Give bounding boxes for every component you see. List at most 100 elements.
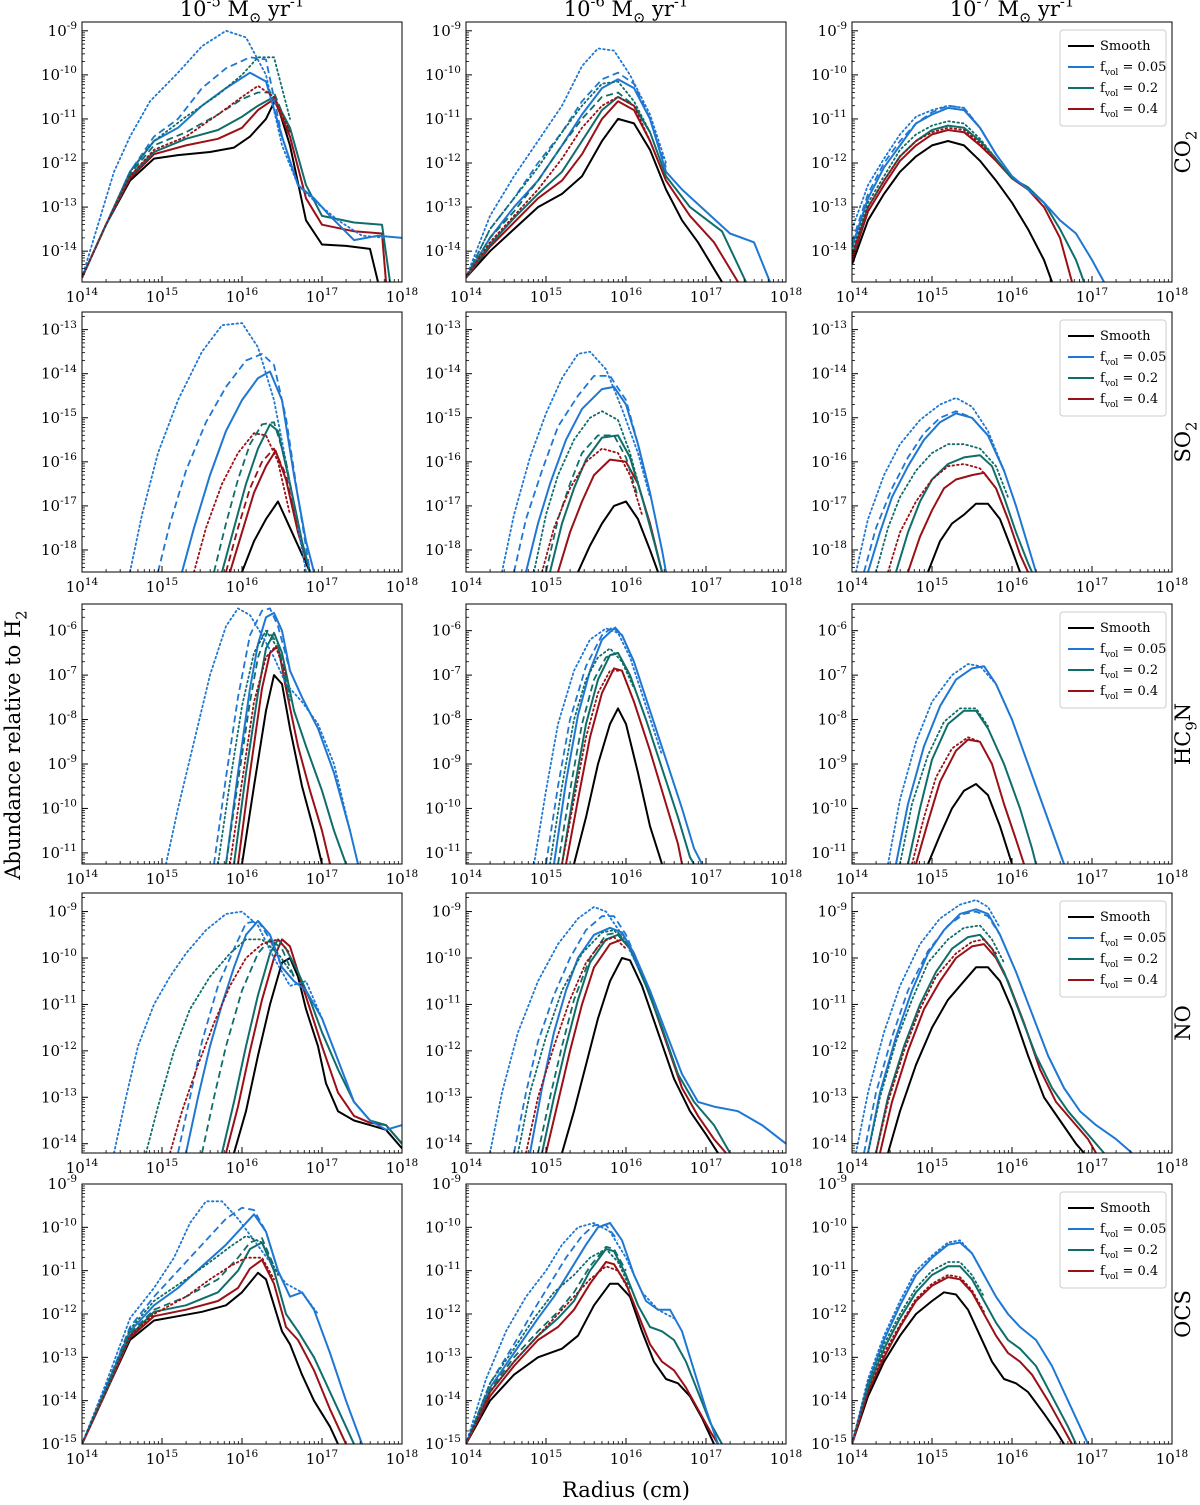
series-line — [855, 899, 1001, 1153]
y-tick-label: 10-7 — [432, 664, 461, 684]
series-line — [545, 625, 635, 864]
series-line — [577, 500, 659, 572]
x-tick-label: 1015 — [146, 1157, 178, 1177]
y-tick-label: 10-9 — [818, 20, 847, 40]
x-tick-label: 1015 — [916, 1448, 948, 1468]
series-line — [533, 627, 663, 864]
series-line — [852, 1274, 985, 1444]
y-tick-label: 10-11 — [41, 108, 77, 128]
x-tick-label: 1017 — [690, 286, 722, 306]
x-tick-label: 1016 — [226, 1448, 259, 1468]
y-tick-label: 10-17 — [41, 495, 77, 515]
y-tick-label: 10-11 — [41, 994, 77, 1014]
x-tick-label: 1016 — [610, 1157, 643, 1177]
x-tick-label: 1017 — [306, 1448, 338, 1468]
x-tick-label: 1014 — [66, 286, 99, 306]
series-line — [561, 669, 635, 864]
series-group — [852, 104, 1105, 282]
x-tick-label: 1016 — [996, 868, 1029, 888]
y-tick-label: 10-11 — [811, 994, 847, 1014]
series-line — [927, 502, 1021, 572]
y-tick-label: 10-14 — [41, 240, 77, 260]
series-line — [82, 1258, 347, 1444]
y-tick-label: 10-15 — [41, 407, 77, 427]
x-tick-label: 1017 — [690, 868, 722, 888]
series-line — [466, 117, 723, 282]
y-tick-label: 10-11 — [425, 108, 461, 128]
legend-label: fvol = 0.05 — [1100, 60, 1166, 78]
x-tick-label: 1015 — [530, 1448, 562, 1468]
panel-2-1: 1014 1015 1016 1017 1018 10-6 10-7 10-8 10-9 10-1… — [425, 603, 802, 888]
y-tick-label: 10-12 — [41, 1303, 77, 1323]
x-tick-label: 1014 — [836, 868, 869, 888]
y-tick-label: 10-15 — [41, 1433, 77, 1453]
series-line — [213, 607, 291, 864]
y-tick-label: 10-13 — [811, 319, 847, 339]
row-label: CO2 — [1171, 131, 1200, 174]
y-tick-label: 10-13 — [425, 196, 461, 216]
series-line — [466, 100, 739, 282]
series-line — [82, 98, 379, 282]
x-axis-title: Radius (cm) — [562, 1478, 690, 1502]
legend: Smooth fvol = 0.05 fvol = 0.2 fvol = 0.4 — [1059, 29, 1167, 127]
x-tick-label: 1016 — [226, 576, 259, 596]
y-tick-label: 10-18 — [41, 539, 77, 559]
legend-label: fvol = 0.05 — [1100, 931, 1166, 949]
x-tick-label: 1018 — [770, 868, 802, 888]
legend-label: fvol = 0.2 — [1100, 1243, 1158, 1261]
y-tick-label: 10-14 — [41, 1390, 77, 1410]
x-tick-label: 1016 — [610, 286, 643, 306]
series-line — [852, 1276, 1073, 1444]
series-line — [229, 645, 287, 864]
column-title: 10-6 M⊙ yr-1 — [564, 0, 688, 26]
series-group — [489, 906, 786, 1153]
legend: Smooth fvol = 0.05 fvol = 0.2 fvol = 0.4 — [1059, 611, 1167, 709]
series-line — [852, 140, 1053, 282]
series-line — [169, 938, 291, 1153]
panel-3-1: 1014 1015 1016 1017 1018 10-9 10-10 10-11 10-12 1… — [425, 892, 802, 1177]
panel-3-2: 1014 1015 1016 1017 1018 10-9 10-10 10-11 10-12 1… — [811, 892, 1188, 1177]
y-tick-label: 10-13 — [425, 1347, 461, 1367]
x-tick-label: 1018 — [1156, 286, 1188, 306]
series-line — [82, 1235, 279, 1444]
series-line — [541, 447, 643, 572]
x-tick-label: 1017 — [306, 1157, 338, 1177]
series-group — [113, 910, 402, 1153]
series-line — [157, 353, 311, 572]
x-tick-label: 1015 — [530, 576, 562, 596]
x-tick-label: 1018 — [386, 286, 418, 306]
y-tick-label: 10-12 — [425, 1040, 461, 1060]
x-tick-label: 1015 — [530, 1157, 562, 1177]
series-line — [82, 1241, 355, 1444]
y-tick-label: 10-12 — [41, 152, 77, 172]
series-line — [225, 611, 359, 864]
x-tick-label: 1018 — [770, 576, 802, 596]
axes-frame — [465, 1183, 787, 1445]
y-tick-label: 10-10 — [41, 798, 77, 818]
series-line — [899, 707, 989, 864]
series-line — [907, 709, 1037, 864]
series-line — [82, 29, 387, 279]
y-tick-label: 10-6 — [48, 620, 78, 640]
x-tick-label: 1016 — [226, 1157, 259, 1177]
series-line — [466, 1245, 627, 1444]
x-tick-label: 1014 — [66, 1448, 99, 1468]
series-line — [867, 412, 1037, 572]
y-tick-label: 10-15 — [425, 407, 461, 427]
series-line — [915, 738, 1025, 864]
row-label: NO — [1171, 1005, 1195, 1041]
legend-label: fvol = 0.05 — [1100, 1222, 1166, 1240]
series-line — [466, 1224, 619, 1444]
y-tick-label: 10-8 — [432, 709, 461, 729]
series-line — [513, 915, 643, 1153]
x-tick-label: 1015 — [530, 868, 562, 888]
legend-label: Smooth — [1100, 1201, 1151, 1216]
legend-label: Smooth — [1100, 621, 1151, 636]
y-tick-label: 10-18 — [811, 539, 847, 559]
x-tick-label: 1015 — [916, 576, 948, 596]
series-line — [241, 500, 311, 572]
series-line — [852, 1291, 1065, 1444]
y-tick-label: 10-12 — [425, 152, 461, 172]
series-line — [466, 91, 651, 279]
